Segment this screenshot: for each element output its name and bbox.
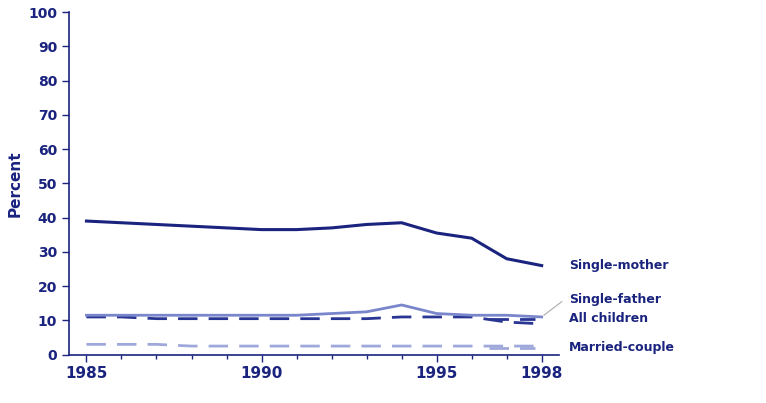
Text: Single-mother: Single-mother bbox=[569, 259, 669, 272]
Y-axis label: Percent: Percent bbox=[8, 150, 22, 217]
Text: All children: All children bbox=[569, 312, 648, 325]
Text: Single-father: Single-father bbox=[569, 293, 661, 306]
Text: Married-couple: Married-couple bbox=[569, 341, 675, 354]
